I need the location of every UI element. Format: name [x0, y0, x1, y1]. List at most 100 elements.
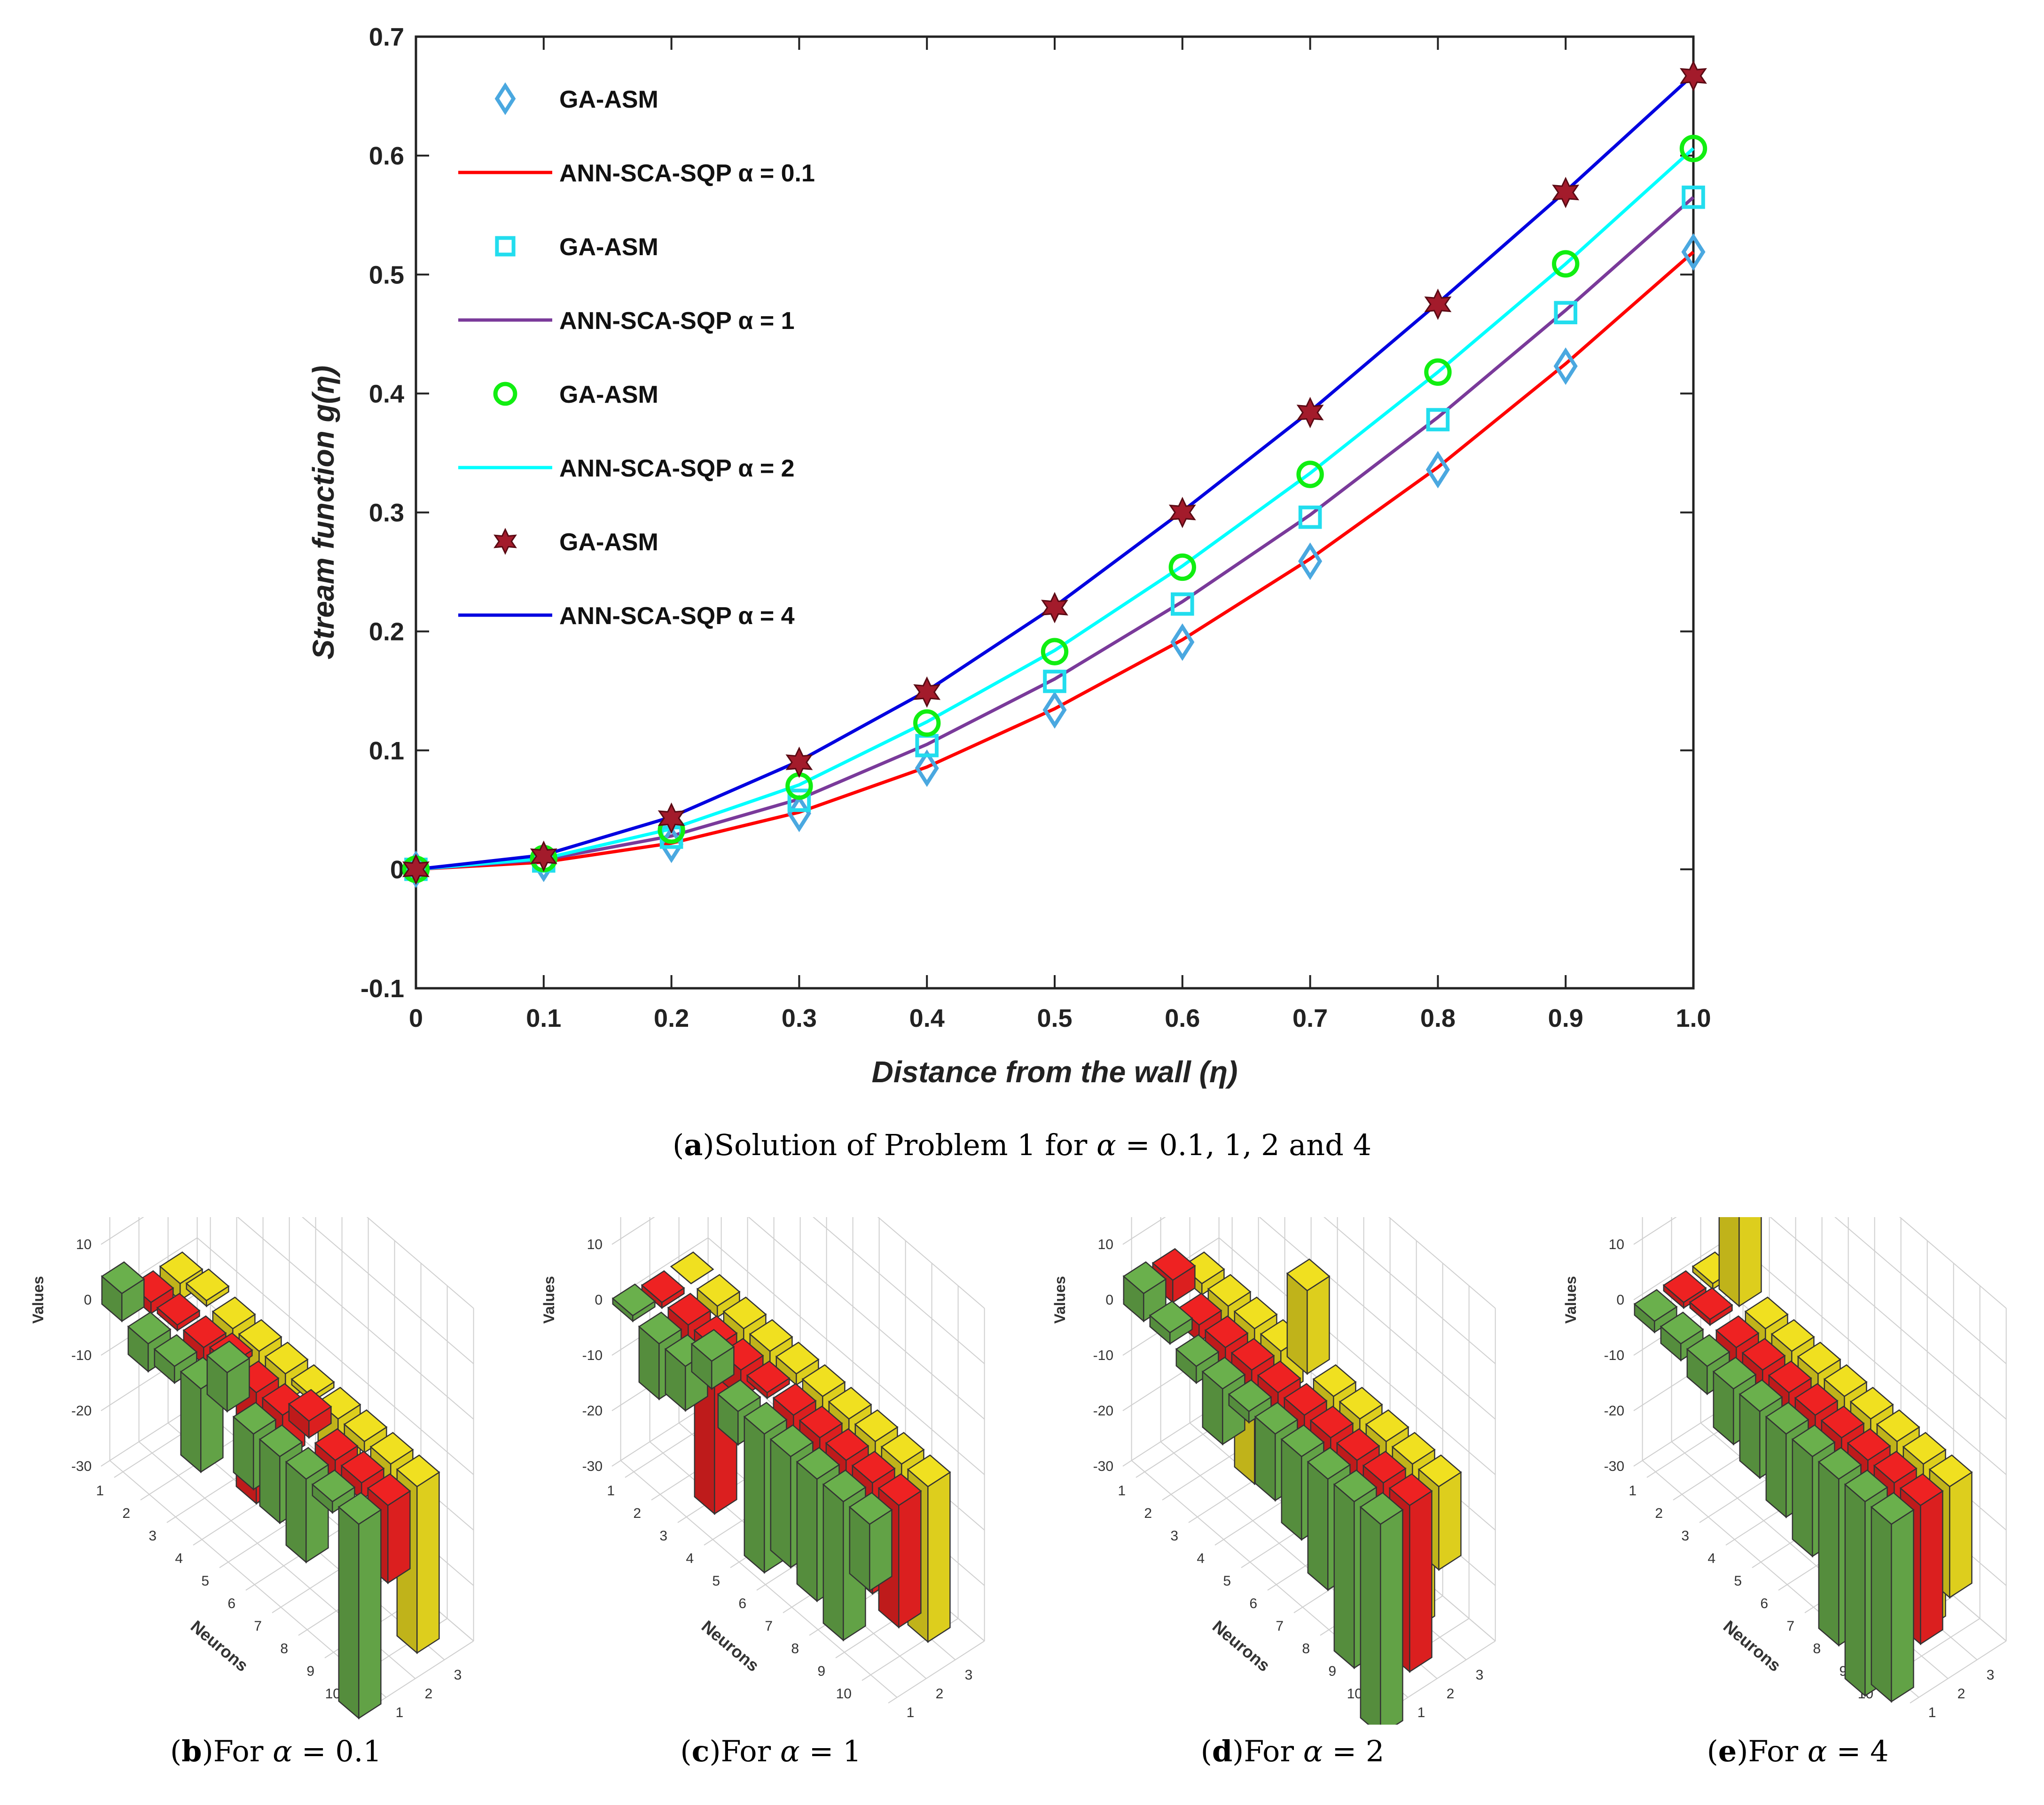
- x-tick-label: 0.9: [1548, 1004, 1583, 1032]
- y-tick-label: 0.2: [369, 618, 404, 646]
- bar-face-top: [1686, 1334, 1731, 1367]
- bar-face-top: [667, 1293, 712, 1326]
- bar: [641, 1270, 685, 1309]
- bar-face-top: [854, 1409, 899, 1442]
- bar-face-side: [358, 1508, 382, 1719]
- x-tick-label: 2: [122, 1506, 130, 1521]
- bar-face-top: [749, 1319, 793, 1352]
- z-tick-label: 10: [76, 1237, 92, 1252]
- caption-c: (c)For α = 1: [680, 1734, 861, 1768]
- bar: [101, 1261, 145, 1323]
- bar-face-side: [1949, 1471, 1973, 1599]
- x-tick-label: 2: [1144, 1506, 1152, 1521]
- x-axis-label: Neurons: [698, 1617, 763, 1675]
- bar-face-top: [232, 1402, 277, 1435]
- bar: [611, 1283, 656, 1323]
- bar-face-top: [1175, 1334, 1220, 1367]
- y-tick-label: 1: [907, 1705, 915, 1720]
- grid-line: [888, 1641, 985, 1703]
- legend-marker-swatch: [493, 528, 517, 555]
- series-point-2: [1426, 408, 1450, 431]
- bar-face-top: [772, 1383, 817, 1416]
- bar-face-top: [1820, 1406, 1865, 1438]
- z-tick-label: 0: [595, 1292, 603, 1308]
- x-tick-label: 4: [175, 1551, 183, 1566]
- x-tick-label: 0.8: [1420, 1004, 1456, 1032]
- x-tick-label: 5: [201, 1573, 209, 1589]
- y-tick-label: 3: [1476, 1667, 1484, 1683]
- bar-face-top: [907, 1454, 951, 1487]
- bar-face-front: [1360, 1506, 1381, 1725]
- bar-face-top: [1280, 1424, 1325, 1457]
- bar-face-top: [1388, 1473, 1433, 1506]
- bar-face-top: [1201, 1357, 1246, 1390]
- bar-face-top: [775, 1342, 820, 1375]
- caption-d-letter: d: [1212, 1734, 1233, 1768]
- x-tick-label: 6: [227, 1596, 235, 1611]
- bar-face-top: [1712, 1357, 1757, 1390]
- bar-face-top: [1765, 1402, 1809, 1435]
- x-axis-label: Neurons: [1209, 1617, 1274, 1675]
- legend-label: GA-ASM: [559, 381, 658, 408]
- x-axis-label: Distance from the wall (η): [872, 1055, 1238, 1089]
- bar-face-top: [1794, 1383, 1839, 1416]
- bar: [877, 1473, 922, 1629]
- x-tick-label: 6: [1249, 1596, 1257, 1611]
- series-point-6: [402, 853, 430, 885]
- bar-face-top: [722, 1297, 767, 1329]
- legend-label: ANN-SCA-SQP α = 0.1: [559, 160, 815, 187]
- z-axis-label: Values: [30, 1276, 47, 1323]
- y-tick-label: 3: [454, 1667, 462, 1683]
- z-tick-label: -10: [71, 1348, 92, 1363]
- bar-face-front: [770, 1438, 791, 1569]
- grid-line: [1399, 1641, 1496, 1703]
- bar-face-top: [182, 1315, 227, 1348]
- y-tick-label: 2: [1447, 1686, 1455, 1702]
- x-tick-label: 3: [149, 1528, 157, 1544]
- series-point-4: [913, 709, 941, 737]
- x-tick-label: 1.0: [1676, 1004, 1711, 1032]
- bar-face-top: [340, 1451, 385, 1484]
- legend-label: GA-ASM: [559, 529, 658, 556]
- bar-face-front: [1871, 1506, 1892, 1703]
- series-point-4: [1679, 134, 1707, 163]
- bar-face-top: [1149, 1300, 1193, 1334]
- bar-face-top: [1362, 1451, 1407, 1484]
- caption-e-rest: = 4: [1827, 1734, 1889, 1768]
- bar: [311, 1469, 356, 1514]
- bar-face-side: [927, 1471, 951, 1643]
- bar-face-top: [1254, 1402, 1299, 1435]
- grid-line: [1324, 1217, 1496, 1364]
- z-tick-label: 0: [84, 1292, 92, 1308]
- bar-face-front: [1718, 1217, 1740, 1308]
- bars: [1122, 1248, 1462, 1725]
- bar-face-top: [153, 1334, 198, 1367]
- y-tick-label: -0.1: [360, 975, 404, 1003]
- bar-face-top: [880, 1432, 925, 1465]
- bar-face-top: [238, 1319, 282, 1352]
- series-point-6: [785, 746, 813, 778]
- bar-face-top: [696, 1274, 741, 1307]
- grid-line: [377, 1641, 474, 1703]
- series-point-0: [1425, 451, 1450, 489]
- bar3d-chart-e: 3020100-10-20-30Values12345678910Neurons…: [1562, 1217, 2007, 1720]
- x-tick-label: 7: [1276, 1618, 1284, 1634]
- bar-face-top: [1689, 1287, 1733, 1321]
- series-point-6: [530, 840, 557, 872]
- series-point-6: [1552, 177, 1580, 208]
- x-tick-label: 1: [1629, 1483, 1637, 1499]
- bar-face-top: [1312, 1364, 1357, 1397]
- legend: GA-ASM ANN-SCA-SQP α = 0.1 GA-ASM ANN-SCA-S…: [458, 82, 815, 630]
- bar-face-top: [743, 1402, 788, 1435]
- x-tick-label: 0.7: [1292, 1004, 1328, 1032]
- bar-face-top: [828, 1387, 872, 1420]
- bar-face-top: [127, 1312, 172, 1344]
- series-point-6: [1296, 397, 1324, 429]
- caption-c-alpha: α: [780, 1734, 800, 1768]
- x-tick-label: 3: [1170, 1528, 1178, 1544]
- bar-face-top: [1847, 1428, 1891, 1461]
- bar-face-top: [206, 1340, 251, 1374]
- bar-face-side: [387, 1490, 411, 1584]
- bar-face-top: [1744, 1297, 1789, 1329]
- grid-line: [1388, 1217, 1496, 1309]
